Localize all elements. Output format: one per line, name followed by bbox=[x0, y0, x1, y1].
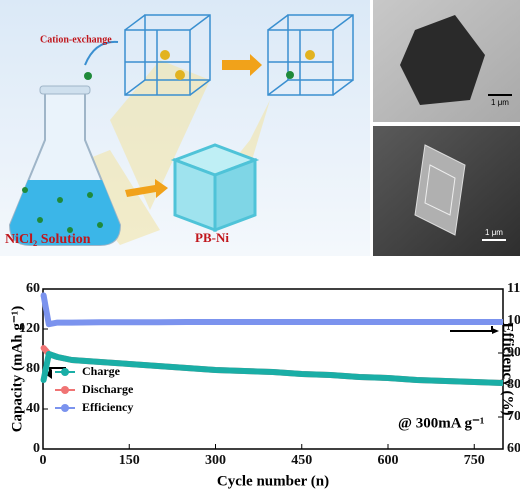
arrow bbox=[222, 54, 262, 76]
series-line bbox=[40, 294, 503, 328]
particle bbox=[400, 15, 485, 105]
legend-marker bbox=[61, 404, 69, 412]
axis-arrow-head bbox=[45, 369, 52, 379]
x-tick-label: 600 bbox=[378, 453, 399, 468]
legend-label: Discharge bbox=[82, 382, 134, 396]
arrow bbox=[125, 179, 168, 198]
flask-rim bbox=[39, 85, 91, 95]
tem-image: 1 μm bbox=[373, 0, 520, 122]
y-tick-label: 120 bbox=[19, 321, 40, 336]
axis-arrow bbox=[450, 326, 493, 332]
y2-tick-label: 90 bbox=[507, 345, 520, 360]
series-point bbox=[40, 345, 47, 351]
arrow bbox=[84, 40, 119, 66]
lattice-2 bbox=[267, 14, 354, 96]
scale-label: 1 μm bbox=[485, 228, 503, 237]
series-line bbox=[40, 351, 504, 386]
legend-label: Charge bbox=[82, 364, 121, 378]
crystal bbox=[414, 144, 466, 236]
series-point bbox=[40, 292, 47, 299]
x-tick-label: 0 bbox=[40, 453, 47, 468]
y2-axis-title: Efficiency (%) bbox=[500, 323, 516, 416]
chart: Capacity (mAh g⁻¹) Efficiency (%) Cycle … bbox=[9, 281, 520, 489]
y-tick-label: 0 bbox=[33, 441, 40, 456]
legend-label: Efficiency bbox=[82, 400, 133, 414]
x-tick-label: 450 bbox=[291, 453, 312, 468]
scale-label: 1 μm bbox=[491, 98, 509, 107]
annotation: @ 300mA g⁻¹ bbox=[398, 415, 484, 431]
solution-label: NiCl₂ Solution bbox=[5, 232, 91, 247]
y2-tick-label: 70 bbox=[507, 409, 520, 424]
schematic: Cation-exchange NiCl₂ Solution PB-Ni bbox=[0, 0, 370, 256]
y2-tick-label: 100 bbox=[507, 313, 520, 328]
ions bbox=[22, 72, 103, 233]
y-tick-label: 60 bbox=[26, 281, 40, 296]
series-point bbox=[40, 377, 47, 383]
y2-tick-label: 80 bbox=[507, 377, 520, 392]
product-label: PB-Ni bbox=[195, 230, 229, 245]
beam bbox=[110, 60, 210, 210]
legend-marker bbox=[61, 368, 69, 376]
crystal-step bbox=[424, 164, 456, 216]
legend-marker bbox=[61, 386, 69, 394]
y-axis-title: Capacity (mAh g⁻¹) bbox=[9, 306, 25, 433]
y2-tick-label: 110 bbox=[507, 281, 520, 296]
sem-image: 1 μm bbox=[373, 126, 520, 256]
x-tick-label: 750 bbox=[464, 453, 485, 468]
x-axis-title: Cycle number (n) bbox=[217, 473, 329, 489]
y2-tick-label: 60 bbox=[507, 441, 520, 456]
y-tick-label: 80 bbox=[26, 361, 40, 376]
x-tick-label: 300 bbox=[205, 453, 226, 468]
x-tick-label: 150 bbox=[119, 453, 140, 468]
lattice-1 bbox=[124, 14, 211, 96]
axis-arrow-head bbox=[492, 328, 499, 334]
cube bbox=[170, 143, 260, 233]
y-tick-label: 40 bbox=[26, 401, 40, 416]
process-label: Cation-exchange bbox=[40, 34, 112, 45]
